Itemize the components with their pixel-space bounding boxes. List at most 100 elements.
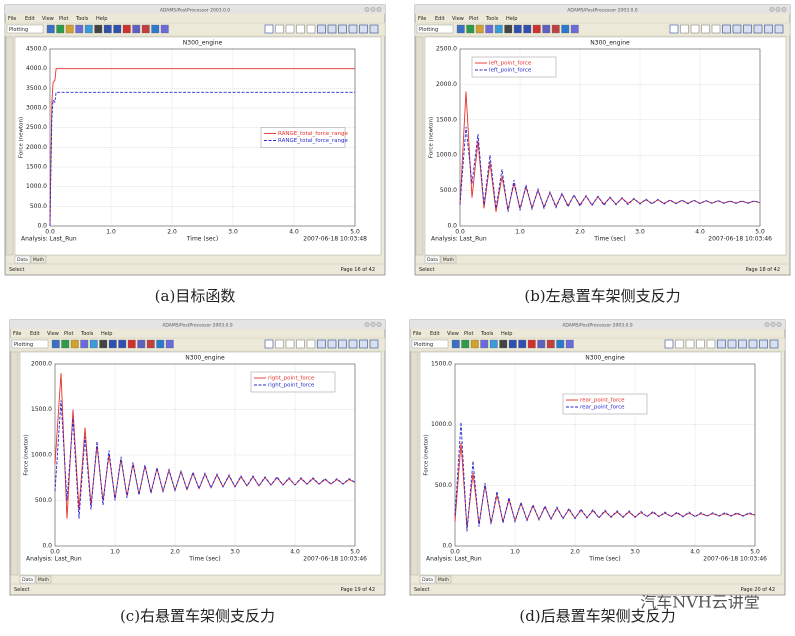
tool-icon[interactable] <box>275 24 284 34</box>
tool-icon[interactable] <box>151 24 160 34</box>
tool-icon[interactable] <box>275 339 284 349</box>
mode-select[interactable] <box>416 24 454 34</box>
tool-icon[interactable] <box>51 339 60 349</box>
tool-icon[interactable] <box>369 339 379 349</box>
tool-icon[interactable] <box>489 339 498 349</box>
tool-icon[interactable] <box>722 24 731 34</box>
window-button[interactable] <box>776 322 782 327</box>
tool-icon[interactable] <box>46 24 55 34</box>
tool-icon[interactable] <box>701 24 710 34</box>
tool-icon[interactable] <box>108 339 117 349</box>
tool-icon[interactable] <box>369 24 379 34</box>
tool-icon[interactable] <box>99 339 108 349</box>
tool-icon[interactable] <box>727 339 737 349</box>
menu-item[interactable]: Help <box>96 16 107 22</box>
tool-icon[interactable] <box>338 24 347 34</box>
tool-icon[interactable] <box>769 339 779 349</box>
tool-icon[interactable] <box>759 339 768 349</box>
tool-icon[interactable] <box>470 339 479 349</box>
tool-icon[interactable] <box>359 339 368 349</box>
tool-icon[interactable] <box>89 339 98 349</box>
window-button[interactable] <box>769 7 775 12</box>
menu-item[interactable]: Tools <box>80 331 94 337</box>
tool-icon[interactable] <box>56 24 65 34</box>
mode-select[interactable] <box>6 24 44 34</box>
tool-icon[interactable] <box>696 339 705 349</box>
tool-icon[interactable] <box>146 339 155 349</box>
tab[interactable] <box>19 575 36 584</box>
menu-item[interactable]: Edit <box>30 331 40 337</box>
window-button[interactable] <box>376 322 382 327</box>
tool-icon[interactable] <box>359 24 368 34</box>
tool-icon[interactable] <box>456 24 465 34</box>
menu-item[interactable]: Plot <box>59 16 68 22</box>
tool-icon[interactable] <box>523 24 532 34</box>
tool-icon[interactable] <box>664 339 674 349</box>
menu-item[interactable]: Help <box>101 331 112 337</box>
window-button[interactable] <box>775 7 781 12</box>
menu-item[interactable]: View <box>42 16 54 22</box>
menu-item[interactable]: Tools <box>485 16 499 22</box>
menu-item[interactable]: Edit <box>430 331 440 337</box>
tool-icon[interactable] <box>338 339 347 349</box>
tool-icon[interactable] <box>527 339 536 349</box>
tool-icon[interactable] <box>61 339 70 349</box>
tool-icon[interactable] <box>348 24 358 34</box>
tool-icon[interactable] <box>70 339 79 349</box>
tool-icon[interactable] <box>264 339 274 349</box>
tool-icon[interactable] <box>118 339 127 349</box>
menu-item[interactable]: Edit <box>435 16 445 22</box>
window-button[interactable] <box>364 322 370 327</box>
tab[interactable] <box>435 575 452 584</box>
window-button[interactable] <box>370 7 376 12</box>
tool-icon[interactable] <box>461 339 470 349</box>
tab[interactable] <box>424 255 441 264</box>
tool-icon[interactable] <box>327 24 337 34</box>
tool-icon[interactable] <box>485 24 494 34</box>
menu-item[interactable]: Tools <box>480 331 494 337</box>
window-button[interactable] <box>764 322 770 327</box>
tool-icon[interactable] <box>141 24 150 34</box>
tool-icon[interactable] <box>556 339 565 349</box>
tab[interactable] <box>14 255 31 264</box>
tool-icon[interactable] <box>480 339 489 349</box>
tool-icon[interactable] <box>264 24 274 34</box>
tool-icon[interactable] <box>75 24 84 34</box>
tool-icon[interactable] <box>732 24 742 34</box>
tool-icon[interactable] <box>508 339 517 349</box>
tool-icon[interactable] <box>296 339 305 349</box>
tool-icon[interactable] <box>165 339 174 349</box>
tool-icon[interactable] <box>711 24 721 34</box>
tool-icon[interactable] <box>706 339 716 349</box>
tool-icon[interactable] <box>156 339 165 349</box>
menu-item[interactable]: View <box>452 16 464 22</box>
tool-icon[interactable] <box>513 24 522 34</box>
tool-icon[interactable] <box>160 24 169 34</box>
tool-icon[interactable] <box>80 339 89 349</box>
mode-select[interactable] <box>411 339 449 349</box>
tool-icon[interactable] <box>738 339 747 349</box>
menu-item[interactable]: File <box>13 331 21 337</box>
tool-icon[interactable] <box>532 24 541 34</box>
tool-icon[interactable] <box>494 24 503 34</box>
tool-icon[interactable] <box>317 24 326 34</box>
tool-icon[interactable] <box>570 24 579 34</box>
tool-icon[interactable] <box>680 24 689 34</box>
tab[interactable] <box>419 575 436 584</box>
tool-icon[interactable] <box>285 339 295 349</box>
tool-icon[interactable] <box>132 24 141 34</box>
tool-icon[interactable] <box>561 24 570 34</box>
tool-icon[interactable] <box>546 339 555 349</box>
tool-icon[interactable] <box>296 24 305 34</box>
tool-icon[interactable] <box>285 24 295 34</box>
menu-item[interactable]: Edit <box>25 16 35 22</box>
tool-icon[interactable] <box>327 339 337 349</box>
tool-icon[interactable] <box>753 24 763 34</box>
menu-item[interactable]: Plot <box>469 16 478 22</box>
tool-icon[interactable] <box>475 24 484 34</box>
tool-icon[interactable] <box>542 24 551 34</box>
window-button[interactable] <box>370 322 376 327</box>
menu-item[interactable]: Help <box>506 16 517 22</box>
window-button[interactable] <box>781 7 787 12</box>
tool-icon[interactable] <box>451 339 460 349</box>
